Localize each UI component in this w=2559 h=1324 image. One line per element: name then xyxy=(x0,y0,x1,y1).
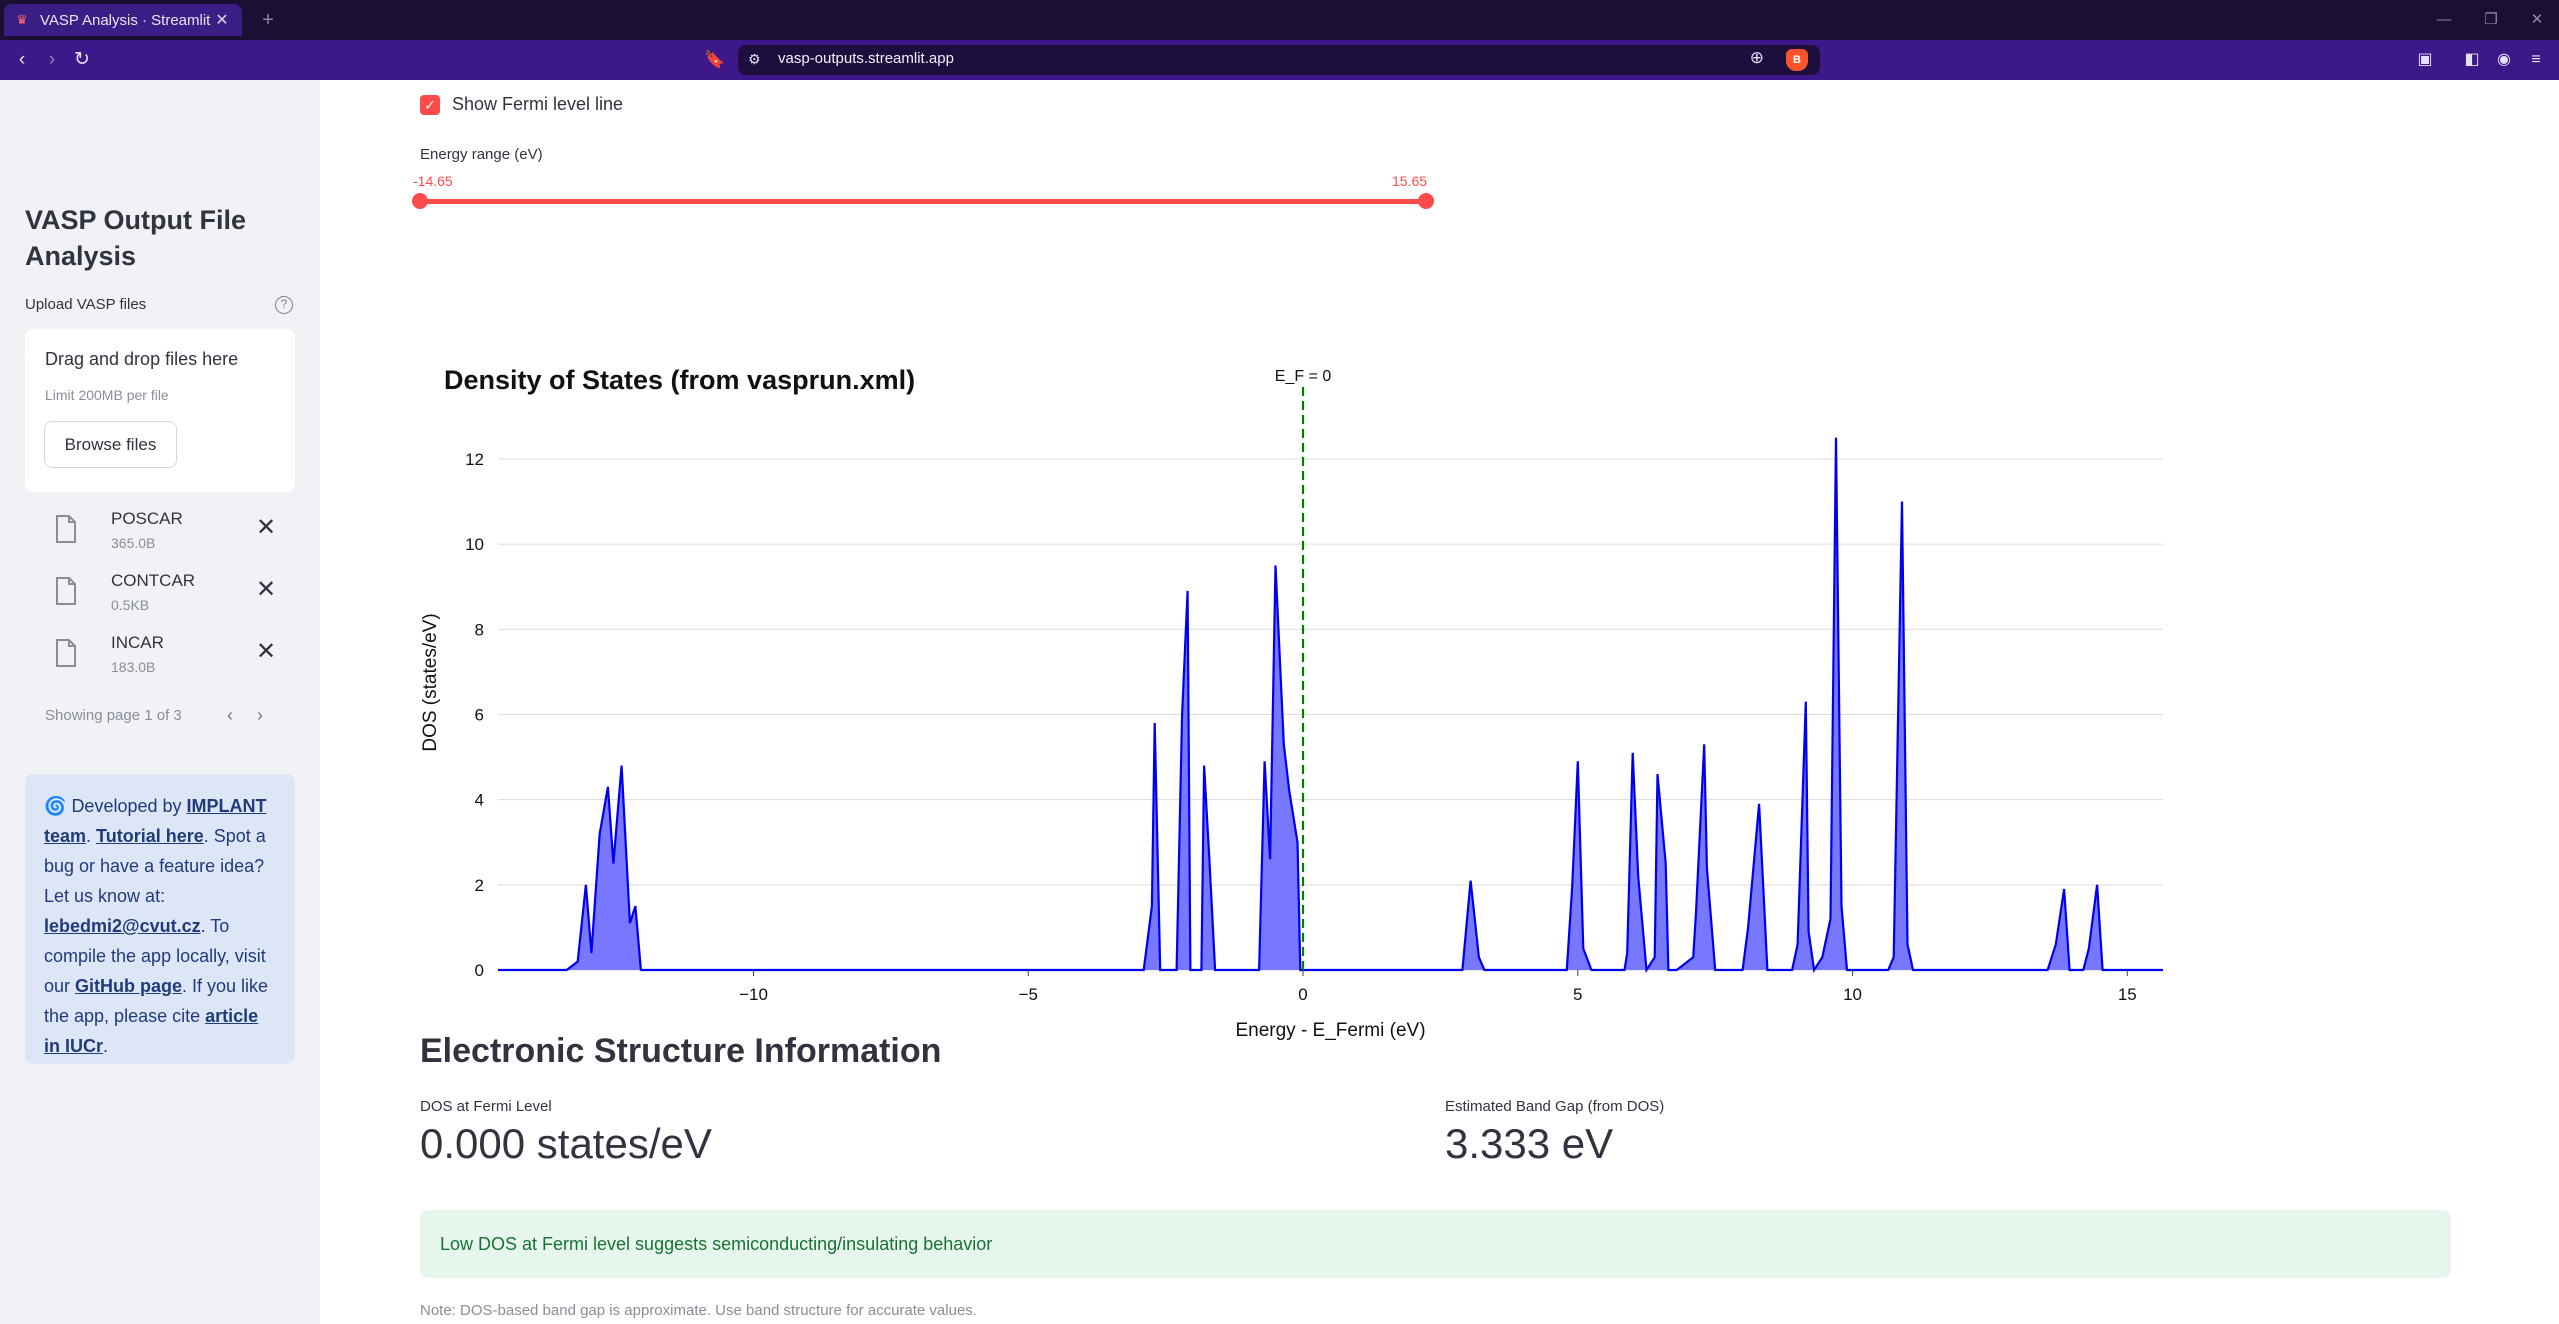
file-name: POSCAR xyxy=(111,509,183,528)
streamlit-crown-icon: ♛ xyxy=(16,12,28,27)
window-close-icon[interactable]: ✕ xyxy=(2530,11,2544,28)
dropzone-limit: Limit 200MB per file xyxy=(45,387,169,403)
zoom-icon[interactable]: ⊕ xyxy=(1749,48,1764,67)
menu-icon[interactable]: ≡ xyxy=(2531,51,2541,68)
energy-slider-max-value: 15.65 xyxy=(1392,173,1428,189)
remove-file-icon[interactable]: ✕ xyxy=(255,514,277,541)
y-axis-label: DOS (states/eV) xyxy=(420,613,441,751)
fermi-checkbox[interactable]: ✓ xyxy=(420,95,440,115)
x-tick-label: 0 xyxy=(1298,985,1307,1004)
minimize-icon[interactable]: — xyxy=(2436,11,2452,28)
dos-line xyxy=(498,437,2163,974)
main-content: ✓ Show Fermi level line Energy range (eV… xyxy=(320,80,2559,1324)
new-tab-button[interactable]: + xyxy=(262,9,274,31)
info-prefix: Developed by xyxy=(71,796,187,816)
back-icon[interactable]: ‹ xyxy=(18,49,26,70)
y-tick-label: 10 xyxy=(465,535,484,554)
uploaded-file-item: CONTCAR 0.5KB ✕ xyxy=(25,569,295,631)
uploaded-file-item: INCAR 183.0B ✕ xyxy=(25,631,295,693)
github-link[interactable]: GitHub page xyxy=(75,976,183,996)
browser-nav-bar: ‹ › ↻ 🔖 ⚙ vasp-outputs.streamlit.app ⊕ B… xyxy=(0,40,2559,80)
email-link[interactable]: lebedmi2@cvut.cz xyxy=(44,916,201,936)
fermi-annotation: E_F = 0 xyxy=(1275,368,1332,385)
remove-file-icon[interactable]: ✕ xyxy=(255,638,277,665)
prev-page-icon[interactable]: ‹ xyxy=(227,705,233,725)
screenshot-icon[interactable]: ▣ xyxy=(2417,51,2433,68)
metric-label: Estimated Band Gap (from DOS) xyxy=(1445,1098,1665,1115)
x-tick-label: −5 xyxy=(1019,985,1038,1004)
metric-value: 0.000 states/eV xyxy=(420,1120,712,1167)
chart-title: Density of States (from vasprun.xml) xyxy=(444,365,915,395)
x-axis-label: Energy - E_Fermi (eV) xyxy=(1235,1020,1425,1041)
info-cite-text: . If you like the app, please cite xyxy=(44,976,269,1026)
file-icon xyxy=(56,577,76,605)
y-tick-label: 8 xyxy=(475,620,484,639)
energy-slider-min-value: -14.65 xyxy=(413,173,453,189)
y-tick-label: 0 xyxy=(475,961,484,980)
address-bar[interactable]: 🔖 ⚙ vasp-outputs.streamlit.app ⊕ B xyxy=(704,45,1820,75)
section-title: Electronic Structure Information xyxy=(420,1032,942,1070)
y-tick-label: 12 xyxy=(465,450,484,469)
file-size: 365.0B xyxy=(111,535,156,551)
url-text[interactable]: vasp-outputs.streamlit.app xyxy=(778,50,954,67)
file-size: 183.0B xyxy=(111,659,156,675)
restore-icon[interactable]: ❐ xyxy=(2484,11,2498,28)
metric-value: 3.333 eV xyxy=(1445,1120,1614,1167)
metric-label: DOS at Fermi Level xyxy=(420,1098,552,1115)
y-tick-label: 6 xyxy=(475,705,484,724)
brave-shields-icon[interactable]: B xyxy=(1786,49,1808,71)
info-mid-text: . Spot a bug or have a feature idea? Let… xyxy=(44,826,266,906)
help-icon[interactable]: ? xyxy=(275,296,293,314)
sidebar: VASP Output File Analysis Upload VASP fi… xyxy=(0,80,320,1324)
success-alert: Low DOS at Fermi level suggests semicond… xyxy=(420,1210,2451,1278)
file-icon xyxy=(56,515,76,543)
file-size: 0.5KB xyxy=(111,597,150,613)
bookmark-icon[interactable]: 🔖 xyxy=(704,50,726,69)
energy-slider-track[interactable] xyxy=(420,199,1426,204)
energy-slider-max-thumb[interactable] xyxy=(1418,193,1434,209)
upload-label: Upload VASP files xyxy=(25,296,147,313)
wallet-icon[interactable]: ◉ xyxy=(2497,51,2511,68)
dropzone-text: Drag and drop files here xyxy=(45,349,239,369)
tab-title: VASP Analysis · Streamlit xyxy=(40,11,211,29)
x-tick-label: −10 xyxy=(739,985,768,1004)
browse-files-button[interactable]: Browse files xyxy=(44,421,177,468)
remove-file-icon[interactable]: ✕ xyxy=(255,576,277,603)
chart-ticks: 0 2 4 6 8 10 12 −10 −5 0 5 10 15 xyxy=(465,450,2137,1004)
note-text: Note: DOS-based band gap is approximate.… xyxy=(420,1302,977,1319)
x-tick-label: 5 xyxy=(1573,985,1582,1004)
file-dropzone[interactable]: Drag and drop files here Limit 200MB per… xyxy=(25,329,295,492)
energy-slider-min-thumb[interactable] xyxy=(412,193,428,209)
dos-area xyxy=(498,437,2163,971)
x-tick-label: 10 xyxy=(1843,985,1862,1004)
file-icon xyxy=(56,639,76,667)
info-box: 🌀 Developed by IMPLANT team. Tutorial he… xyxy=(25,774,295,1064)
file-name: CONTCAR xyxy=(111,571,196,590)
tutorial-link[interactable]: Tutorial here xyxy=(96,826,204,846)
chart-grid xyxy=(498,458,2163,971)
pagination-text: Showing page 1 of 3 xyxy=(45,707,182,724)
cyclone-icon: 🌀 xyxy=(44,796,67,816)
sidebar-toggle-icon[interactable]: ◧ xyxy=(2464,51,2480,68)
info-compile-text: . To compile the app locally, visit our xyxy=(44,916,266,996)
forward-icon[interactable]: › xyxy=(48,49,56,70)
browser-tab-bar: ♛ VASP Analysis · Streamlit ✕ + — ❐ ✕ xyxy=(0,0,2559,40)
dos-chart: Density of States (from vasprun.xml) E_F… xyxy=(420,365,2163,1041)
tab-close-icon[interactable]: ✕ xyxy=(215,12,229,29)
energy-slider-label: Energy range (eV) xyxy=(420,146,543,163)
y-tick-label: 4 xyxy=(475,791,484,810)
reload-icon[interactable]: ↻ xyxy=(74,49,90,70)
x-tick-label: 15 xyxy=(2118,985,2137,1004)
file-name: INCAR xyxy=(111,633,164,652)
app-title: VASP Output File Analysis xyxy=(25,205,247,271)
browser-tab[interactable]: ♛ VASP Analysis · Streamlit ✕ xyxy=(4,4,242,36)
next-page-icon[interactable]: › xyxy=(257,705,263,725)
fermi-checkbox-label[interactable]: Show Fermi level line xyxy=(452,94,624,114)
implant-team-link[interactable]: IMPLANT team xyxy=(44,796,267,846)
iucr-article-link[interactable]: article in IUCr xyxy=(44,1006,259,1056)
site-info-icon[interactable]: ⚙ xyxy=(748,51,761,67)
y-tick-label: 2 xyxy=(475,876,484,895)
uploaded-file-item: POSCAR 365.0B ✕ xyxy=(25,507,295,569)
